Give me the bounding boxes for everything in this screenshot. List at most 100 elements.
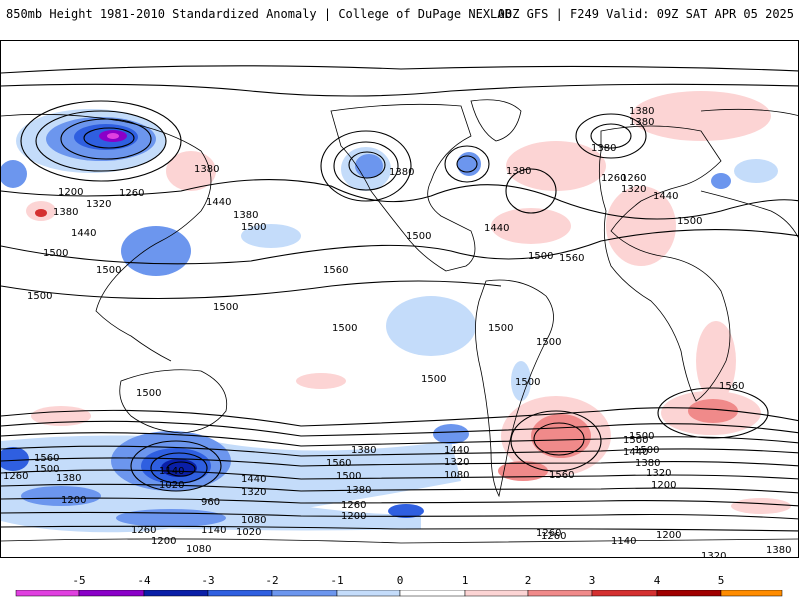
svg-text:1500: 1500 (406, 231, 431, 242)
svg-text:1260: 1260 (131, 525, 156, 536)
svg-text:1560: 1560 (719, 381, 744, 392)
run-info: 00Z GFS | F249 Valid: 09Z SAT APR 05 202… (497, 7, 794, 21)
svg-text:1380: 1380 (506, 166, 531, 177)
svg-text:1500: 1500 (34, 464, 59, 475)
colorbar: -5 -4 -3 -2 -1 0 1 2 3 4 5 (0, 570, 800, 600)
svg-text:1320: 1320 (701, 551, 726, 558)
colorbar-segment (399, 590, 466, 597)
svg-text:1200: 1200 (58, 187, 83, 198)
svg-text:1500: 1500 (213, 302, 238, 313)
svg-text:1560: 1560 (326, 458, 351, 469)
svg-text:1560: 1560 (323, 265, 348, 276)
colorbar-tick-label: -4 (137, 574, 151, 587)
colorbar-segment (720, 590, 783, 597)
svg-text:1440: 1440 (71, 228, 96, 239)
svg-text:1200: 1200 (651, 480, 676, 491)
colorbar-tick-label: 1 (461, 574, 469, 587)
svg-text:1560: 1560 (559, 253, 584, 264)
svg-text:1500: 1500 (528, 251, 553, 262)
colorbar-tick-label: -5 (72, 574, 86, 587)
colorbar-segment (464, 590, 529, 597)
svg-text:1200: 1200 (656, 530, 681, 541)
map-header: 850mb Height 1981-2010 Standardized Anom… (0, 0, 800, 30)
colorbar-tick-label: -3 (201, 574, 215, 587)
svg-text:1440: 1440 (484, 223, 509, 234)
svg-text:1380: 1380 (766, 545, 791, 556)
svg-text:1080: 1080 (241, 515, 266, 526)
svg-text:1020: 1020 (236, 527, 261, 538)
svg-text:1320: 1320 (444, 457, 469, 468)
svg-text:1500: 1500 (336, 471, 361, 482)
svg-text:1500: 1500 (332, 323, 357, 334)
colorbar-segment (591, 590, 658, 597)
svg-text:1560: 1560 (34, 453, 59, 464)
svg-text:1500: 1500 (634, 445, 659, 456)
contour-labels: 1380 1380 1380 1380 1260 1200 1320 1260 … (3, 106, 791, 558)
svg-text:1020: 1020 (159, 480, 184, 491)
map-title: 850mb Height 1981-2010 Standardized Anom… (6, 7, 512, 21)
svg-text:1440: 1440 (653, 191, 678, 202)
svg-text:1140: 1140 (159, 466, 184, 477)
colorbar-segment (207, 590, 273, 597)
svg-text:1260: 1260 (341, 500, 366, 511)
colorbar-segment (336, 590, 401, 597)
svg-text:1260: 1260 (601, 173, 626, 184)
svg-text:1380: 1380 (629, 117, 654, 128)
height-contours (1, 65, 798, 532)
svg-text:1080: 1080 (444, 470, 469, 481)
colorbar-scale (15, 590, 783, 597)
svg-text:1320: 1320 (621, 184, 646, 195)
svg-text:1380: 1380 (233, 210, 258, 221)
svg-text:1320: 1320 (241, 487, 266, 498)
colorbar-tick-label: 4 (653, 574, 661, 587)
svg-text:1380: 1380 (629, 106, 654, 117)
svg-text:1500: 1500 (623, 435, 648, 446)
svg-text:1500: 1500 (43, 248, 68, 259)
svg-text:1320: 1320 (646, 468, 671, 479)
coastlines (1, 99, 798, 544)
colorbar-segment (78, 590, 145, 597)
svg-text:1080: 1080 (186, 544, 211, 555)
colorbar-segment (143, 590, 209, 597)
svg-text:1380: 1380 (346, 485, 371, 496)
svg-text:1140: 1140 (201, 525, 226, 536)
svg-text:1380: 1380 (53, 207, 78, 218)
svg-text:960: 960 (201, 497, 220, 508)
svg-text:1500: 1500 (136, 388, 161, 399)
svg-text:1500: 1500 (488, 323, 513, 334)
colorbar-segment (15, 590, 80, 597)
colorbar-segment (271, 590, 338, 597)
svg-text:1500: 1500 (629, 431, 654, 442)
svg-text:1500: 1500 (421, 374, 446, 385)
svg-text:1440: 1440 (623, 447, 648, 458)
svg-text:1500: 1500 (96, 265, 121, 276)
svg-text:1380: 1380 (591, 143, 616, 154)
anomaly-map: 1380 1380 1380 1380 1260 1200 1320 1260 … (1, 65, 798, 558)
svg-text:1380: 1380 (389, 167, 414, 178)
svg-text:1500: 1500 (27, 291, 52, 302)
svg-text:1500: 1500 (515, 377, 540, 388)
svg-text:1320: 1320 (86, 199, 111, 210)
colorbar-tick-label: 3 (588, 574, 596, 587)
colorbar-tick-label: 0 (396, 574, 404, 587)
svg-text:1260: 1260 (536, 528, 561, 539)
colorbar-tick-label: -1 (330, 574, 344, 587)
svg-text:1380: 1380 (635, 458, 660, 469)
svg-text:1380: 1380 (194, 164, 219, 175)
svg-text:1440: 1440 (241, 474, 266, 485)
colorbar-tick-label: -2 (265, 574, 279, 587)
svg-text:1380: 1380 (351, 445, 376, 456)
svg-text:1440: 1440 (206, 197, 231, 208)
svg-text:1380: 1380 (56, 473, 81, 484)
colorbar-tick-label: 2 (524, 574, 532, 587)
svg-text:1260: 1260 (119, 188, 144, 199)
svg-text:1500: 1500 (536, 337, 561, 348)
colorbar-segment (527, 590, 593, 597)
svg-text:1140: 1140 (611, 536, 636, 547)
svg-text:1260: 1260 (3, 471, 28, 482)
colorbar-tick-label: 5 (717, 574, 725, 587)
svg-text:1440: 1440 (444, 445, 469, 456)
svg-text:1260: 1260 (621, 173, 646, 184)
svg-text:1500: 1500 (677, 216, 702, 227)
svg-text:1200: 1200 (151, 536, 176, 547)
